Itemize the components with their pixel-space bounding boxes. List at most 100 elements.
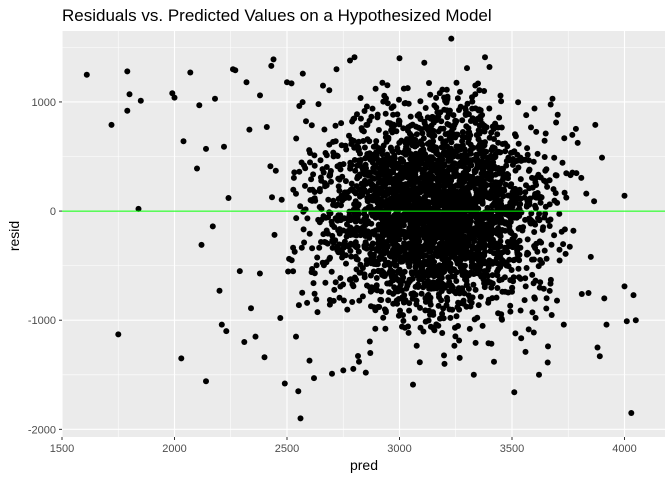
data-point (550, 186, 557, 193)
data-point (350, 231, 357, 238)
data-point (187, 69, 194, 76)
data-point (412, 150, 419, 157)
data-point (406, 300, 413, 307)
data-point (314, 309, 321, 316)
data-point (507, 239, 514, 246)
data-point (401, 324, 408, 331)
data-point (108, 121, 115, 128)
data-point (243, 79, 250, 86)
data-point (465, 130, 472, 136)
data-point (267, 163, 274, 170)
data-point (460, 267, 466, 274)
data-point (463, 170, 470, 177)
data-point (124, 107, 131, 114)
data-point (332, 215, 339, 222)
data-point (453, 79, 460, 86)
data-point (453, 188, 460, 195)
data-point (406, 307, 413, 314)
data-point (531, 256, 537, 263)
x-tick-label: 2500 (275, 443, 299, 455)
data-point (488, 146, 495, 153)
data-point (439, 256, 446, 262)
data-point (457, 300, 464, 307)
data-point (547, 280, 554, 287)
data-point (498, 98, 505, 105)
data-point (394, 194, 401, 201)
data-point (534, 150, 541, 157)
data-point (512, 131, 518, 138)
data-point (518, 335, 525, 342)
data-point (478, 236, 485, 243)
data-point (397, 281, 404, 288)
data-point (470, 281, 477, 288)
data-point (485, 264, 492, 271)
data-point (415, 200, 422, 207)
data-point (446, 240, 453, 247)
data-point (470, 371, 477, 378)
data-point (411, 315, 418, 322)
data-point (496, 261, 503, 268)
data-point (396, 55, 403, 62)
data-point (368, 284, 375, 291)
data-point (437, 215, 443, 222)
data-point (452, 290, 459, 297)
data-point (344, 306, 351, 313)
data-point (458, 236, 465, 243)
data-point (372, 85, 379, 92)
data-point (442, 216, 449, 223)
data-point (458, 152, 465, 159)
data-point (455, 323, 461, 329)
chart-title: Residuals vs. Predicted Values on a Hypo… (62, 6, 492, 25)
data-point (218, 321, 225, 328)
data-point (484, 204, 491, 211)
data-point (495, 310, 502, 317)
data-point (422, 318, 429, 325)
data-point (421, 59, 428, 66)
data-point (484, 279, 491, 286)
data-point (311, 195, 318, 202)
data-point (317, 157, 324, 164)
data-point (440, 139, 447, 146)
data-point (476, 87, 483, 94)
data-point (400, 164, 407, 171)
data-point (392, 253, 399, 259)
data-point (336, 294, 343, 301)
data-point (178, 355, 185, 362)
data-point (402, 150, 409, 156)
data-point (135, 205, 142, 212)
data-point (424, 155, 431, 162)
data-point (437, 274, 444, 281)
data-point (363, 180, 370, 187)
data-point (444, 294, 450, 301)
data-point (524, 151, 531, 158)
data-point (396, 118, 403, 125)
data-point (263, 124, 270, 130)
data-point (418, 290, 425, 297)
data-point (363, 103, 370, 110)
data-point (366, 234, 373, 241)
data-point (578, 291, 585, 297)
data-point (420, 135, 427, 142)
data-point (346, 276, 353, 283)
data-point (453, 211, 460, 218)
data-point (416, 238, 423, 245)
data-point (488, 129, 495, 136)
data-point (531, 105, 538, 112)
data-point (463, 303, 470, 310)
data-point (523, 182, 529, 189)
data-point (338, 142, 345, 149)
data-point (491, 358, 497, 365)
data-point (426, 80, 432, 86)
data-point (196, 102, 203, 109)
data-point (447, 314, 454, 321)
data-point (556, 210, 563, 217)
data-point (378, 190, 385, 197)
data-point (560, 321, 567, 328)
data-point (295, 388, 302, 395)
data-point (325, 196, 332, 203)
data-point (336, 175, 343, 182)
data-point (420, 155, 427, 162)
y-tick-label: -1000 (28, 315, 56, 327)
data-point (311, 162, 318, 169)
data-point (474, 314, 481, 321)
